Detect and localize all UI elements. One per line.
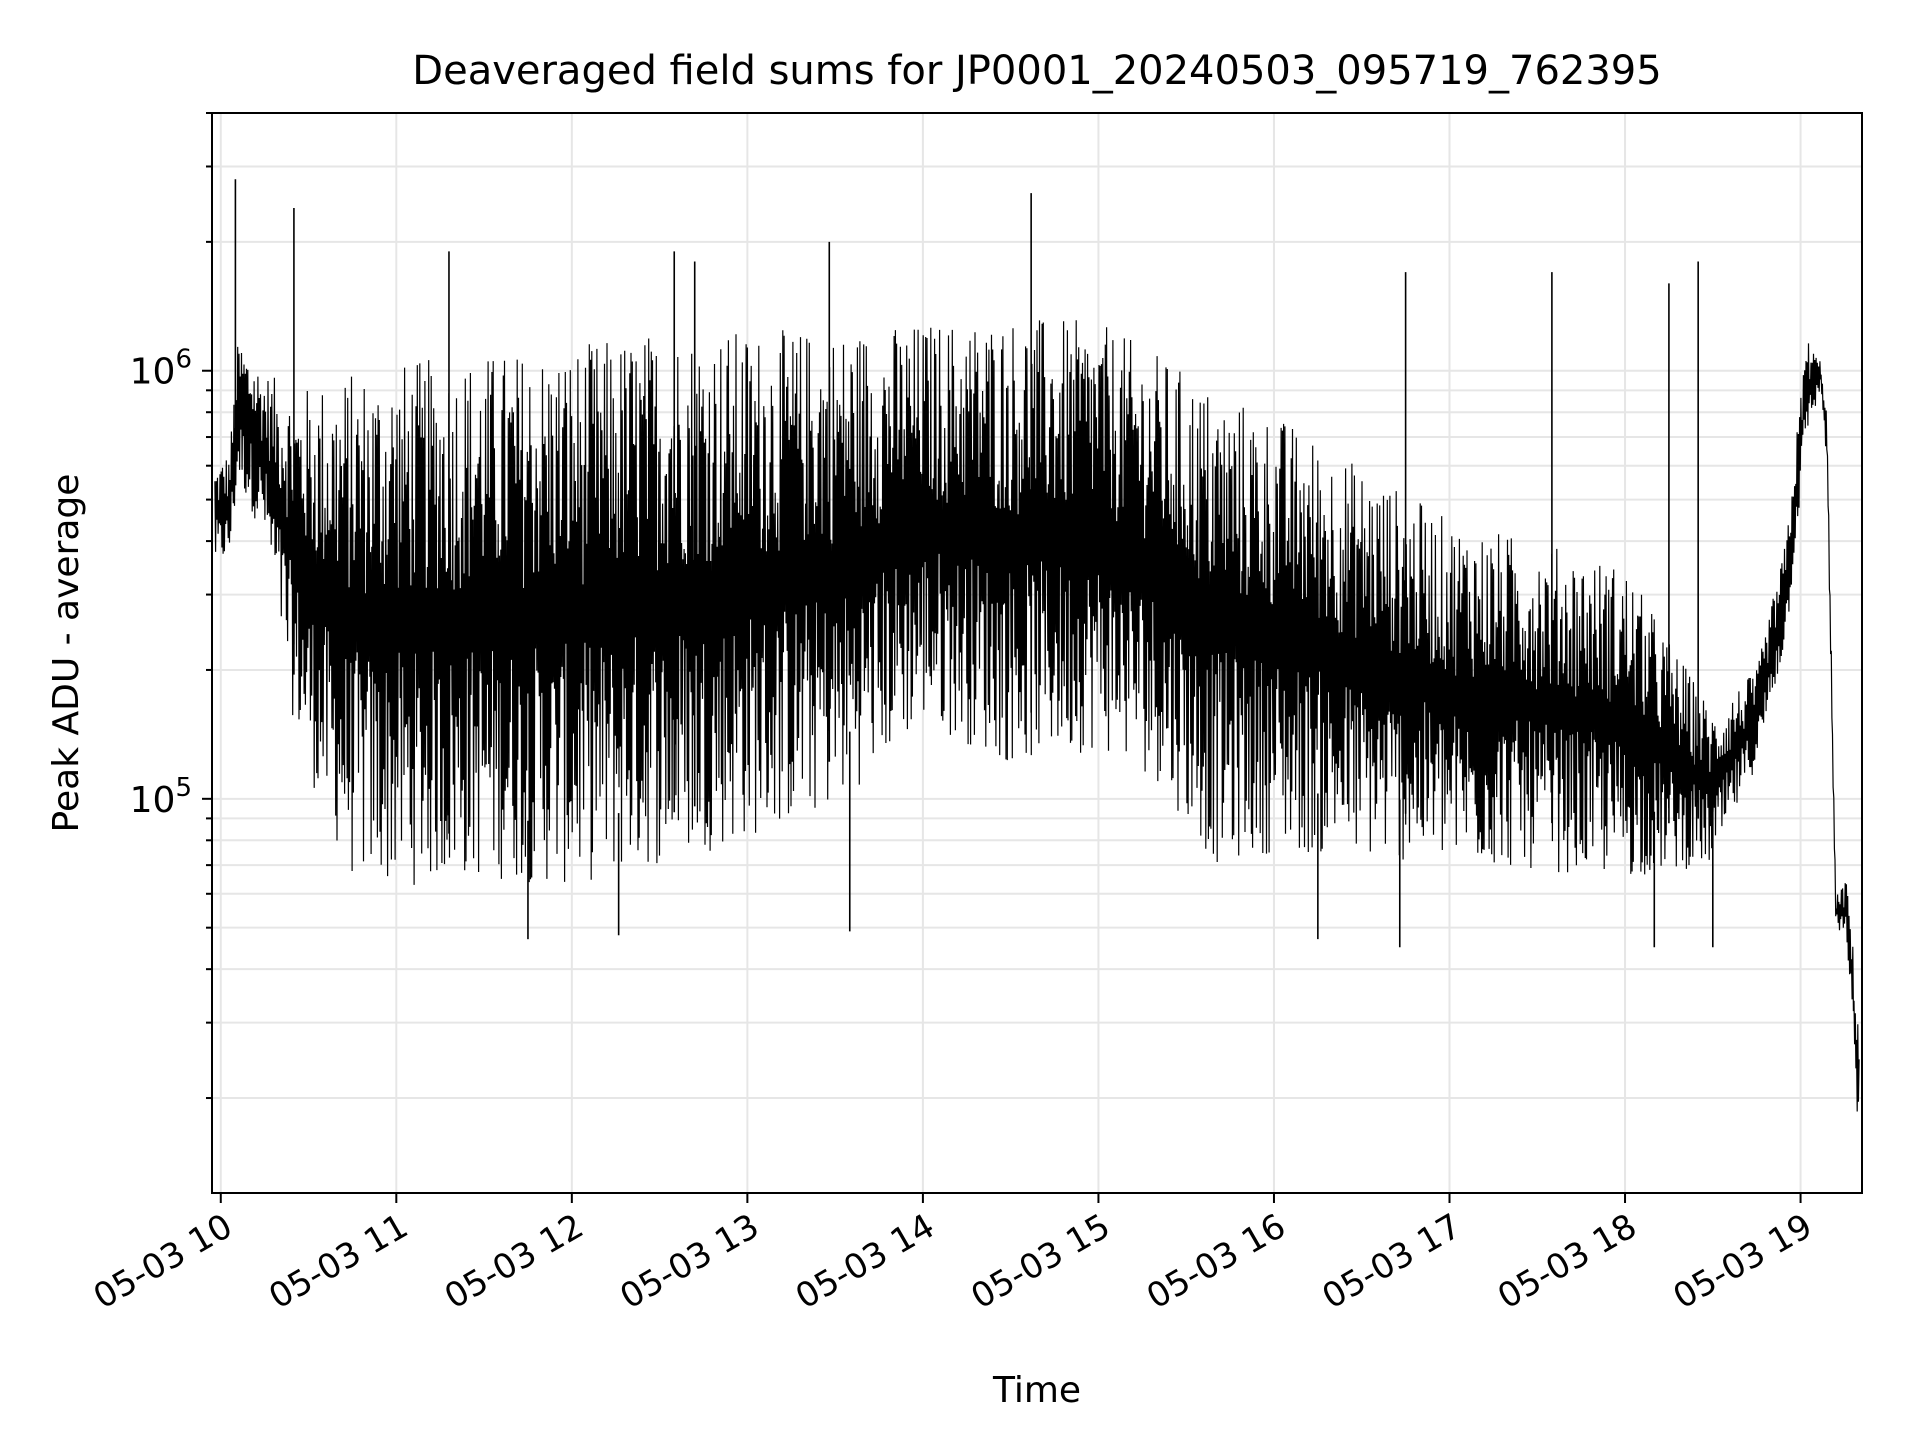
x-axis: 05-03 10 05-03 11 05-03 12 05-03 13 05-03 14… <box>87 1193 1819 1317</box>
x-tick-label: 05-03 13 <box>613 1206 765 1317</box>
x-tick-label: 05-03 14 <box>789 1206 941 1317</box>
x-tick-label: 05-03 11 <box>262 1206 414 1317</box>
x-tick-label: 05-03 12 <box>438 1206 590 1317</box>
x-tick-label: 05-03 10 <box>87 1206 239 1317</box>
series-line-group <box>214 179 1860 1112</box>
y-axis-label: Peak ADU - average <box>46 474 87 833</box>
y-tick-label: 105 <box>130 773 192 821</box>
x-axis-label: Time <box>992 1370 1081 1411</box>
plot-frame <box>211 112 1863 1194</box>
x-tick-label: 05-03 19 <box>1667 1206 1819 1317</box>
x-tick-label: 05-03 18 <box>1491 1206 1643 1317</box>
x-tick-label: 05-03 17 <box>1316 1206 1468 1317</box>
chart-title: Deaveraged field sums for JP0001_2024050… <box>412 48 1661 94</box>
y-axis: 105 106 <box>130 112 212 1100</box>
x-tick-label: 05-03 15 <box>965 1206 1117 1317</box>
x-tick-label: 05-03 16 <box>1140 1206 1292 1317</box>
y-tick-label: 106 <box>130 345 192 393</box>
series-line <box>214 320 1860 1112</box>
